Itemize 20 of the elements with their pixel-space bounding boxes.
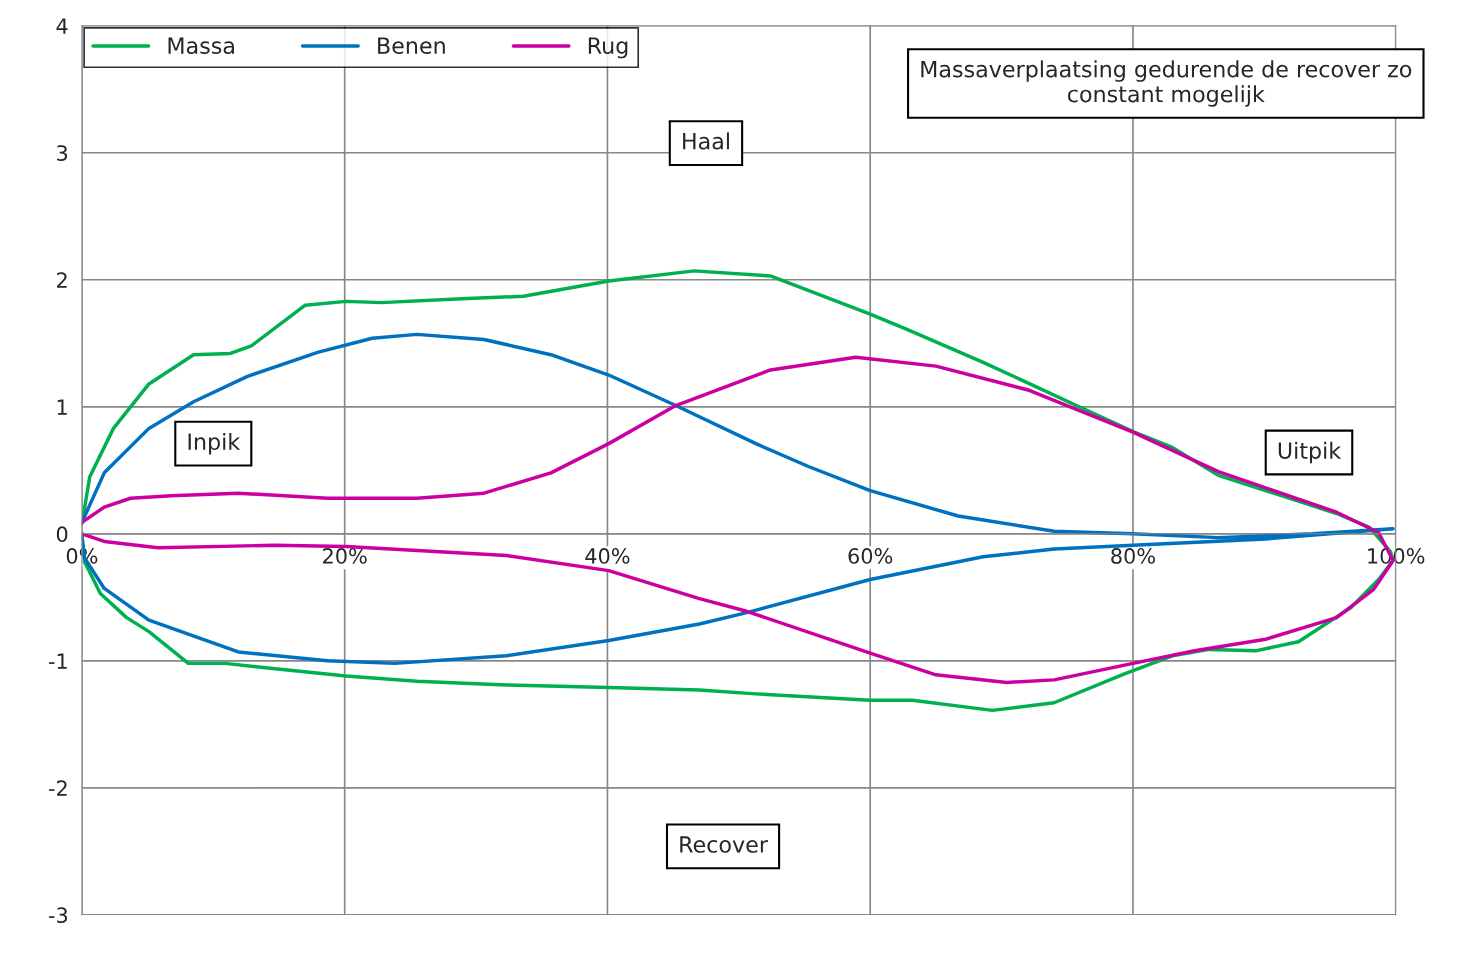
annotation: Massaverplaatsing gedurende de recover zo constant mogelijk: [921, 60, 1412, 107]
y-tick-label: -2: [48, 780, 67, 796]
y-tick-label: 4: [56, 18, 68, 34]
annotation: Haal: [683, 132, 729, 150]
x-tick-label: 20%: [323, 548, 367, 564]
x-tick-label: 80%: [1111, 548, 1155, 564]
x-tick-label: 60%: [848, 548, 893, 564]
y-tick-label: 1: [57, 399, 67, 415]
y-tick-label: 2: [57, 272, 67, 288]
y-tick-label: -3: [48, 907, 68, 924]
annotation: Inpik: [188, 432, 241, 455]
annotation: Uitpik: [1278, 441, 1342, 464]
x-tick-label: 40%: [585, 548, 630, 564]
y-tick-label: -1: [48, 653, 67, 669]
legend-label: Rug: [588, 37, 628, 59]
y-tick-label: 3: [57, 145, 68, 161]
y-tick-label: 0: [56, 526, 68, 543]
legend-label: Massa: [168, 37, 234, 55]
legend-label: Benen: [378, 37, 445, 55]
annotation: Recover: [680, 836, 768, 853]
